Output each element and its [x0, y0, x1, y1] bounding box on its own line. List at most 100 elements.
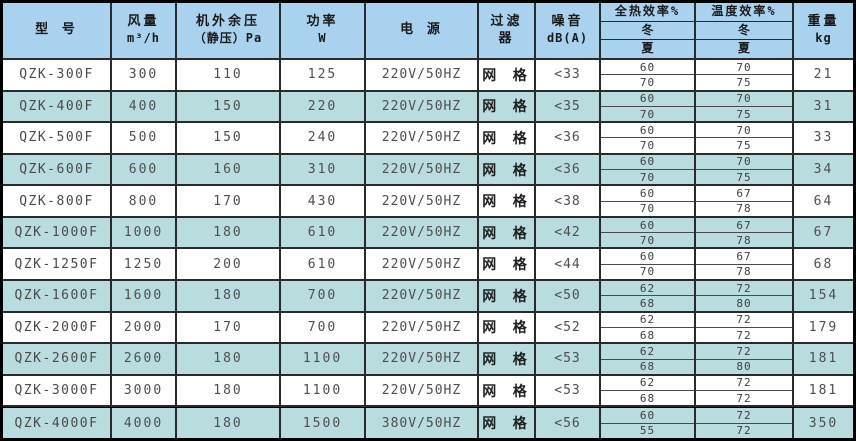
- pressure-cell: 150: [177, 123, 281, 153]
- header-airflow: 风量 m³/h: [112, 3, 177, 58]
- heat-winter-value: 60: [601, 60, 694, 76]
- weight-cell: 350: [808, 415, 839, 431]
- pressure-cell: 110: [177, 60, 281, 90]
- filter-cell: 网 格: [479, 344, 536, 374]
- temp-efficiency-cell: 70 75: [696, 154, 794, 185]
- model-cell: QZK-500F: [3, 123, 112, 153]
- noise-cell: <53: [536, 375, 601, 406]
- filter-cell: 网 格: [479, 91, 536, 122]
- heat-efficiency-cell: 62 68: [601, 344, 696, 374]
- heat-summer-value: 70: [639, 107, 656, 121]
- noise-cell: <35: [536, 91, 601, 122]
- power-cell: 220: [281, 91, 366, 122]
- noise-cell: <53: [536, 344, 601, 374]
- model-cell: QZK-600F: [3, 154, 112, 185]
- header-heat-efficiency-title: 全热效率%: [601, 3, 694, 22]
- supply-cell: 220V/50HZ: [366, 375, 479, 406]
- header-model: 型 号: [3, 3, 112, 58]
- heat-efficiency-cell: 62 68: [601, 312, 696, 343]
- temp-winter-value: 67: [696, 218, 792, 234]
- airflow-cell: 300: [112, 60, 177, 90]
- power-cell: 125: [281, 60, 366, 90]
- heat-efficiency-cell: 60 70: [601, 123, 696, 153]
- heat-summer-value: 68: [639, 360, 656, 374]
- temp-winter-value: 70: [696, 123, 792, 139]
- heat-efficiency-cell: 62 68: [601, 375, 696, 406]
- heat-winter-value: 60: [601, 123, 694, 139]
- table-row: QZK-1250F 1250 200 610 220V/50HZ 网 格 <44…: [3, 249, 853, 282]
- model-cell: QZK-400F: [3, 91, 112, 122]
- temp-efficiency-cell: 72 72: [696, 312, 794, 343]
- weight-cell: 67: [813, 225, 834, 241]
- model-cell: QZK-2600F: [3, 344, 112, 374]
- airflow-cell: 500: [112, 123, 177, 153]
- temp-efficiency-cell: 70 75: [696, 91, 794, 122]
- temp-summer-value: 80: [736, 360, 752, 374]
- airflow-cell: 600: [112, 154, 177, 185]
- airflow-cell: 800: [112, 186, 177, 216]
- temp-efficiency-cell: 67 78: [696, 249, 794, 280]
- supply-cell: 220V/50HZ: [366, 154, 479, 185]
- temp-winter-value: 70: [696, 60, 792, 76]
- temp-efficiency-cell: 70 75: [696, 123, 794, 153]
- heat-efficiency-cell: 60 70: [601, 91, 696, 122]
- heat-efficiency-cell: 60 70: [601, 60, 696, 90]
- heat-winter-value: 60: [601, 186, 694, 202]
- header-power: 功率 W: [281, 3, 366, 58]
- weight-cell: 33: [813, 130, 834, 146]
- weight-cell: 179: [808, 319, 839, 335]
- temp-summer-value: 75: [736, 139, 752, 153]
- weight-cell: 64: [813, 193, 834, 209]
- supply-cell: 220V/50HZ: [366, 123, 479, 153]
- header-airflow-title: 风量: [127, 14, 160, 30]
- filter-cell: 网 格: [479, 281, 536, 311]
- heat-summer-value: 70: [639, 202, 656, 216]
- filter-cell: 网 格: [479, 123, 536, 153]
- weight-cell: 34: [813, 162, 834, 178]
- supply-cell: 380V/50HZ: [366, 408, 479, 438]
- pressure-cell: 170: [177, 312, 281, 343]
- table-row: QZK-2600F 2600 180 1100 220V/50HZ 网 格 <5…: [3, 344, 853, 376]
- weight-cell: 68: [813, 256, 834, 272]
- header-temp-efficiency-title: 温度效率%: [696, 3, 792, 22]
- header-supply: 电 源: [366, 3, 479, 58]
- heat-summer-value: 68: [639, 296, 656, 310]
- supply-cell: 220V/50HZ: [366, 60, 479, 90]
- header-power-title: 功率: [306, 14, 339, 30]
- temp-winter-value: 72: [696, 313, 792, 328]
- table-row: QZK-800F 800 170 430 220V/50HZ 网 格 <38 6…: [3, 186, 853, 218]
- temp-winter-value: 72: [696, 344, 792, 360]
- table-row: QZK-1000F 1000 180 610 220V/50HZ 网 格 <42…: [3, 217, 853, 250]
- supply-cell: 220V/50HZ: [366, 249, 479, 280]
- header-temp-summer-label: 夏: [737, 41, 750, 56]
- noise-cell: <50: [536, 281, 601, 311]
- noise-cell: <42: [536, 217, 601, 248]
- header-pressure-unit: （静压）Pa: [193, 31, 263, 46]
- heat-summer-value: 70: [639, 170, 656, 184]
- weight-cell: 31: [813, 98, 834, 114]
- temp-efficiency-cell: 67 78: [696, 186, 794, 216]
- header-heat-winter-label: 冬: [601, 22, 694, 40]
- pressure-cell: 180: [177, 217, 281, 248]
- model-cell: QZK-2000F: [3, 312, 112, 343]
- filter-cell: 网 格: [479, 249, 536, 280]
- heat-efficiency-cell: 60 70: [601, 154, 696, 185]
- temp-efficiency-cell: 72 80: [696, 344, 794, 374]
- airflow-cell: 400: [112, 91, 177, 122]
- header-heat-summer-label: 夏: [641, 41, 654, 56]
- heat-summer-value: 70: [639, 233, 656, 247]
- temp-winter-value: 72: [696, 281, 792, 297]
- supply-cell: 220V/50HZ: [366, 186, 479, 216]
- temp-summer-value: 72: [736, 424, 752, 438]
- pressure-cell: 170: [177, 186, 281, 216]
- temp-winter-value: 72: [696, 408, 792, 424]
- noise-cell: <38: [536, 186, 601, 216]
- temp-summer-value: 78: [736, 233, 752, 247]
- model-cell: QZK-1600F: [3, 281, 112, 311]
- airflow-cell: 2000: [112, 312, 177, 343]
- temp-efficiency-cell: 72 72: [696, 408, 794, 438]
- supply-cell: 220V/50HZ: [366, 91, 479, 122]
- temp-efficiency-cell: 67 78: [696, 217, 794, 248]
- heat-winter-value: 60: [601, 408, 694, 424]
